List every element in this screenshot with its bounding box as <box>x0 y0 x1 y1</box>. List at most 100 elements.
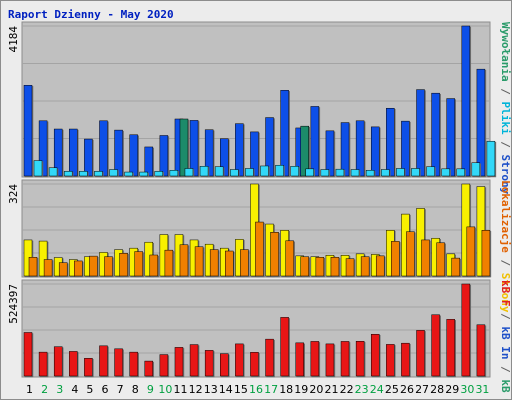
bar-mid-s1-day-20 <box>315 257 325 277</box>
bar-mid-s1-day-15 <box>240 249 249 277</box>
bar-bot-s0-day-19 <box>295 342 304 377</box>
bar-top-s0-day-15 <box>235 123 244 177</box>
panel-bot: 524397 kB F / kB In / kB Out <box>7 279 512 400</box>
bar-top-s0-day-21 <box>325 130 335 177</box>
legend-entry: / <box>499 307 512 327</box>
bar-top-s2-day-23 <box>365 170 375 177</box>
x-tick-label: 26 <box>400 383 414 396</box>
bar-mid-s1-day-16 <box>255 221 264 277</box>
bar-mid-s1-day-1 <box>28 257 38 277</box>
bar-bot-s0-day-21 <box>325 343 335 377</box>
bar-bot-s0-day-11 <box>174 347 184 377</box>
bar-bot-s0-day-20 <box>310 341 320 377</box>
bar-bot-s0-day-6 <box>99 345 108 377</box>
bar-bot-s0-day-24 <box>370 333 380 377</box>
x-tick-label: 7 <box>117 383 124 396</box>
bar-top-s0-day-18 <box>280 90 289 177</box>
series-mid-1 <box>28 221 491 277</box>
x-axis-day-labels: 1 2 3 4 5 6 7 8 9 10 11 12 13 14 15 16 17 18 19 20 21 22 23 24 2… <box>26 383 489 396</box>
bar-top-s0-day-5 <box>84 138 93 177</box>
bar-top-s0-day-30 <box>461 25 471 177</box>
x-tick-label: 23 <box>355 383 369 396</box>
bar-top-s0-day-24 <box>370 126 380 177</box>
x-tick-label: 21 <box>324 383 338 396</box>
bar-top-s2-day-1 <box>33 160 43 177</box>
legend-entry: Pliki <box>499 101 512 134</box>
x-tick-label: 5 <box>86 383 93 396</box>
x-tick-label: 14 <box>219 383 233 396</box>
bar-top-s2-day-19 <box>305 168 314 177</box>
bar-top-s0-day-9 <box>144 146 154 177</box>
bar-bot-s0-day-4 <box>69 351 78 377</box>
panel-top-legend: Wywołania / Pliki / Strony <box>499 22 512 195</box>
legend-entry: kB Out <box>499 379 512 400</box>
panel-bot-legend: kB F / kB In / kB Out <box>499 280 512 400</box>
x-tick-label: 25 <box>385 383 399 396</box>
legend-entry: kB In <box>499 326 512 359</box>
bar-top-s2-day-14 <box>230 169 239 177</box>
bar-top-s0-day-31 <box>476 68 486 177</box>
x-tick-label: 27 <box>415 383 429 396</box>
bar-mid-s1-day-30 <box>466 226 476 277</box>
y-max-label: 324 <box>7 184 20 204</box>
bar-top-s0-day-27 <box>416 89 425 177</box>
bar-mid-s1-day-6 <box>104 256 113 277</box>
bar-bot-s0-day-14 <box>220 353 229 377</box>
bar-top-s2-day-31 <box>486 140 496 177</box>
chart-title: Raport Dzienny - May 2020 <box>8 8 174 21</box>
bar-top-s2-day-9 <box>154 171 164 177</box>
bar-top-s0-day-1 <box>23 85 33 177</box>
bar-top-s2-day-5 <box>94 171 103 177</box>
bar-bot-s0-day-28 <box>431 314 440 377</box>
legend-entry: / <box>499 135 512 155</box>
bar-mid-s1-day-11 <box>179 244 189 277</box>
x-tick-label: 22 <box>340 383 354 396</box>
bar-bot-s0-day-25 <box>386 344 395 377</box>
bar-mid-s1-day-3 <box>58 262 68 277</box>
y-max-label: 524397 <box>7 284 20 324</box>
bar-mid-s1-day-4 <box>74 260 83 277</box>
bar-mid-s1-day-12 <box>194 246 204 277</box>
bar-mid-s1-day-19 <box>300 256 309 277</box>
bar-top-s2-day-21 <box>335 168 345 177</box>
legend-entry: / <box>499 82 512 102</box>
bar-top-s0-day-23 <box>355 120 365 177</box>
bar-mid-s1-day-31 <box>481 230 491 277</box>
bar-top-s1-day-19 <box>300 125 309 177</box>
legend-entry: / <box>499 360 512 380</box>
bar-mid-s0-day-2 <box>38 240 48 277</box>
legend-entry: kB F <box>499 280 512 307</box>
x-tick-label: 20 <box>309 383 323 396</box>
bar-bot-s0-day-8 <box>129 351 138 377</box>
bar-mid-s1-day-17 <box>270 232 279 277</box>
bar-mid-s1-day-5 <box>89 255 98 277</box>
bar-top-s2-day-22 <box>350 169 360 177</box>
legend-entry: Wywołania <box>499 22 512 82</box>
bar-mid-s1-day-25 <box>391 241 400 277</box>
panel-mid: 324 Lokalizacje / Strony <box>7 179 512 313</box>
x-tick-label: 28 <box>430 383 444 396</box>
bar-top-s2-day-13 <box>214 166 224 177</box>
bar-top-s2-day-29 <box>456 168 465 177</box>
bar-top-s2-day-3 <box>63 171 73 177</box>
bar-bot-s0-day-30 <box>461 283 471 377</box>
bar-mid-s1-day-21 <box>330 257 340 277</box>
bar-bot-s0-day-18 <box>280 317 289 377</box>
bar-mid-s1-day-22 <box>345 258 355 277</box>
bar-bot-s0-day-13 <box>204 350 214 377</box>
bar-top-s2-day-27 <box>426 166 435 177</box>
bar-mid-s1-day-28 <box>436 242 445 277</box>
bar-bot-s0-day-1 <box>23 332 33 377</box>
legend-entry: Lokalizacje <box>499 180 512 253</box>
bar-bot-s0-day-27 <box>416 330 425 377</box>
x-tick-label: 31 <box>475 383 489 396</box>
bar-mid-s1-day-18 <box>285 240 294 277</box>
x-tick-label: 10 <box>158 383 172 396</box>
bar-mid-s1-day-24 <box>375 255 385 277</box>
bar-top-s2-day-28 <box>441 168 450 177</box>
bar-top-s0-day-29 <box>446 98 455 177</box>
series-top-0 <box>23 25 486 177</box>
bar-top-s2-day-8 <box>139 171 148 177</box>
x-tick-label: 11 <box>174 383 188 396</box>
bar-bot-s0-day-2 <box>38 351 48 377</box>
